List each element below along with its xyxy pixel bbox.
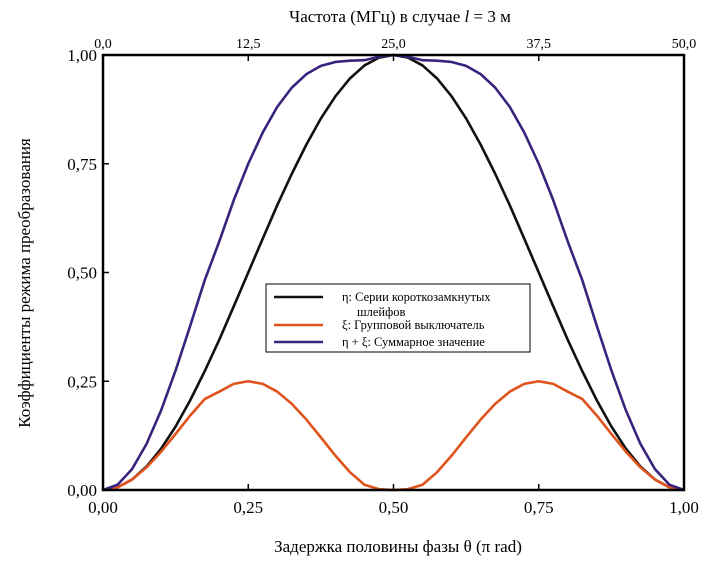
top-tick-label: 12,5 bbox=[236, 37, 261, 52]
x-tick-label: 0,75 bbox=[524, 498, 554, 517]
x-tick-label: 0,25 bbox=[233, 498, 263, 517]
legend-box bbox=[265, 283, 531, 353]
y-tick-label: 0,50 bbox=[67, 264, 97, 283]
x-tick-label: 0,50 bbox=[379, 498, 409, 517]
y-tick-label: 0,25 bbox=[67, 372, 97, 391]
y-axis-title: Коэффициенты режима преобразования bbox=[15, 138, 34, 428]
legend-label-3: η + ξ: Суммарное значение bbox=[342, 335, 485, 349]
y-tick-label: 0,75 bbox=[67, 155, 97, 174]
legend-label-2: ξ: Групповой выключатель bbox=[342, 318, 485, 332]
x-axis-title: Задержка половины фазы θ (π rad) bbox=[274, 537, 522, 556]
x-tick-label: 0,00 bbox=[88, 498, 118, 517]
y-tick-label: 1,00 bbox=[67, 46, 97, 65]
ticks-layer: 0,00 0,25 0,50 0,75 1,00 0,00 0,25 0,50 0,75 1,00… bbox=[67, 37, 699, 517]
top-tick-label: 0,0 bbox=[94, 37, 112, 52]
series-line-3 bbox=[102, 53, 685, 492]
top-axis-title: Частота (МГц) в случае l = 3 м bbox=[289, 7, 511, 26]
legend-label-1: шлейфов bbox=[357, 305, 405, 319]
series-layer bbox=[102, 53, 685, 492]
legend-label-1: η: Серии короткозамкнутых bbox=[342, 290, 491, 304]
plot-frame bbox=[101, 53, 686, 492]
series-line-1 bbox=[102, 53, 685, 492]
top-tick-label: 25,0 bbox=[381, 37, 406, 52]
x-tick-label: 1,00 bbox=[669, 498, 699, 517]
top-tick-label: 50,0 bbox=[672, 37, 697, 52]
y-tick-label: 0,00 bbox=[67, 481, 97, 500]
top-tick-label: 37,5 bbox=[527, 37, 552, 52]
